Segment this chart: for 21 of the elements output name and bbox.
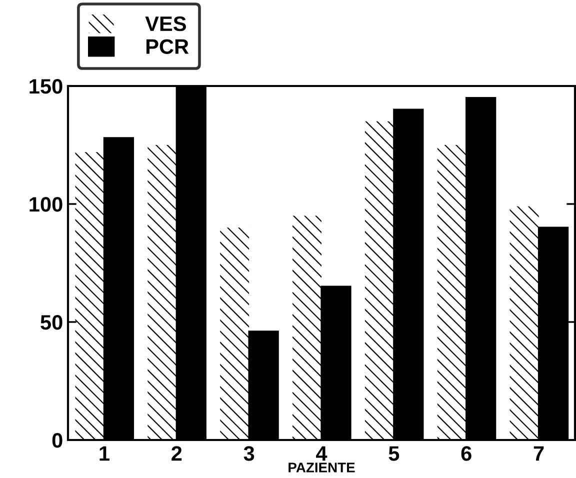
x-tick-label: 5 [388, 446, 400, 461]
x-tick-label: 4 [316, 446, 328, 461]
bar [364, 121, 394, 440]
bar [437, 145, 466, 440]
y-tick-label: 0 [52, 433, 62, 448]
y-tick-label: 100 [30, 197, 62, 212]
y-tick-label: 50 [40, 315, 62, 330]
bar [292, 216, 322, 440]
bar [148, 145, 177, 440]
x-axis-title: PAZIENTE [288, 462, 355, 472]
x-tick-label: 3 [244, 446, 254, 461]
bar [510, 206, 539, 440]
legend-label: PCR [146, 39, 189, 54]
x-tick-label: 7 [534, 446, 544, 461]
y-tick-label: 150 [30, 79, 62, 94]
x-tick-label: 2 [172, 446, 182, 461]
bar [220, 228, 250, 440]
x-tick-label: 6 [461, 446, 472, 461]
x-tick-label: 1 [100, 446, 110, 461]
bar [75, 152, 104, 440]
legend-label: VES [145, 16, 186, 32]
